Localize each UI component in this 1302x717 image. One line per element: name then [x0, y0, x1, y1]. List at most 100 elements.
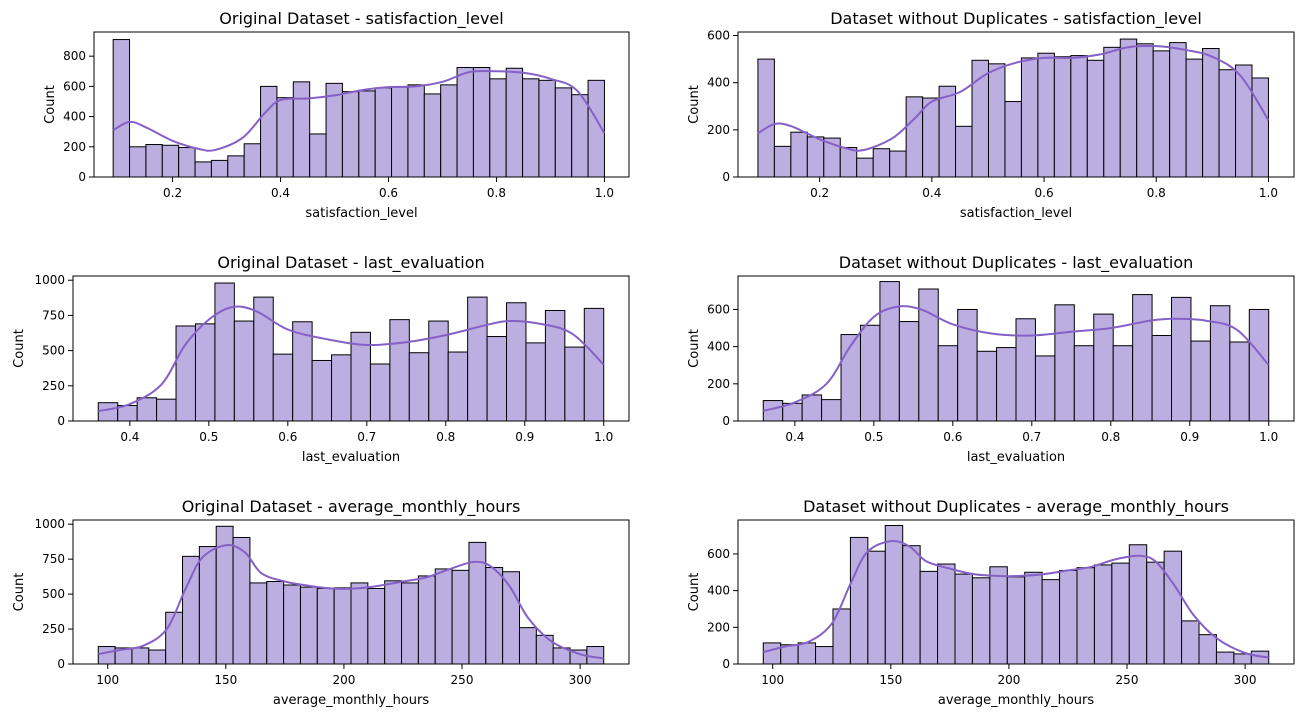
- axes-frame: [72, 275, 630, 422]
- histogram-bar: [350, 582, 369, 665]
- histogram-bar: [423, 93, 442, 178]
- histogram-bar: [867, 550, 886, 665]
- x-tick-label: 0.4: [785, 430, 804, 444]
- y-tick-label: 1000: [34, 517, 65, 531]
- histogram-bar: [757, 58, 775, 178]
- x-tick-label: 150: [214, 673, 237, 687]
- axes-frame: [93, 31, 630, 178]
- histogram-bar: [902, 545, 921, 665]
- y-tick-label: 0: [722, 414, 730, 428]
- x-tick-label: 1.0: [594, 430, 613, 444]
- histogram-bar: [1218, 69, 1237, 178]
- x-tick-label: 1.0: [595, 186, 614, 200]
- histogram-bar: [976, 350, 998, 422]
- histogram-bar: [586, 646, 605, 665]
- x-tick-label: 0.4: [271, 186, 290, 200]
- chart-panel-3: 0.4 0.5 0.6 0.7 0.8 0.9 1.0 0 250 500 750 1000 Origi…: [12, 253, 630, 465]
- histogram-bar: [316, 588, 335, 665]
- y-tick-label: 500: [42, 587, 65, 601]
- chart-panel-2: 0.2 0.4 0.6 0.8 1.0 0 200 400 600 Dataset without…: [687, 9, 1295, 221]
- histogram-bar: [489, 78, 507, 178]
- x-axis-label: satisfaction_level: [305, 206, 417, 221]
- y-tick-label: 400: [707, 76, 730, 90]
- histogram-bar: [1185, 58, 1204, 178]
- x-tick-label: 0.8: [1147, 186, 1166, 200]
- kde-curve: [112, 69, 606, 152]
- histogram-bar: [879, 281, 900, 422]
- chart-panel-6: 100 150 200 250 300 0 200 400 600 Dataset without…: [687, 497, 1295, 708]
- histogram-bar: [283, 584, 301, 665]
- y-tick-label: 800: [63, 49, 86, 63]
- axes-frame: [737, 275, 1295, 422]
- y-tick-label: 400: [707, 340, 730, 354]
- histogram-bar: [333, 587, 352, 665]
- histogram-bar: [175, 325, 196, 422]
- x-axis-label: satisfaction_level: [960, 206, 1072, 221]
- y-tick-label: 250: [42, 379, 65, 393]
- histogram-bar: [554, 87, 573, 178]
- histogram-bar: [276, 97, 294, 178]
- axes-frame: [737, 519, 1295, 665]
- histogram-bar: [266, 581, 285, 665]
- histogram-bar: [1004, 101, 1022, 178]
- histogram-bar: [311, 359, 333, 422]
- histogram-bar: [505, 67, 524, 178]
- histogram-bar: [1171, 296, 1192, 422]
- histogram-bar: [806, 136, 825, 178]
- x-tick-label: 0.6: [278, 430, 297, 444]
- x-tick-label: 0.7: [357, 430, 376, 444]
- chart-title: Dataset without Duplicates - satisfactio…: [830, 9, 1202, 29]
- histogram-bar: [178, 147, 196, 178]
- histogram-bar: [1119, 38, 1138, 178]
- x-tick-label: 200: [332, 673, 355, 687]
- histogram-bar: [502, 571, 520, 665]
- chart-title: Original Dataset - last_evaluation: [217, 253, 484, 273]
- histogram-bar: [1024, 571, 1043, 665]
- histogram-bar: [1034, 355, 1056, 422]
- histogram-bar: [161, 144, 180, 178]
- chart-title: Dataset without Duplicates - average_mon…: [803, 497, 1229, 517]
- histogram-bar: [1054, 304, 1075, 422]
- histogram-bar: [194, 323, 216, 422]
- x-axis-label: last_evaluation: [302, 450, 400, 465]
- kde-curve: [763, 539, 1269, 659]
- y-tick-label: 750: [42, 552, 65, 566]
- kde-curve: [757, 44, 1270, 152]
- histogram-bar: [1251, 77, 1269, 178]
- histogram-bar: [401, 582, 419, 665]
- x-tick-label: 0.8: [487, 186, 506, 200]
- histogram-bar: [260, 85, 278, 178]
- histogram-bar: [456, 66, 474, 178]
- histogram-bar: [1086, 59, 1105, 178]
- y-tick-label: 0: [78, 170, 86, 184]
- x-tick-label: 0.2: [810, 186, 829, 200]
- histogram-bar: [889, 150, 907, 178]
- histogram-bar: [1041, 579, 1061, 665]
- histogram-bar: [856, 157, 874, 178]
- histogram-bar: [815, 646, 834, 665]
- histogram-bar: [564, 346, 585, 422]
- histogram-bar: [156, 398, 177, 422]
- histogram-bar: [374, 87, 393, 178]
- histogram-bar: [1229, 341, 1250, 422]
- x-tick-label: 150: [879, 673, 902, 687]
- histogram-bar: [165, 611, 184, 665]
- y-tick-label: 0: [722, 657, 730, 671]
- histogram-bar: [408, 352, 430, 422]
- histogram-bar: [1198, 634, 1217, 665]
- chart-panel-5: 100 150 200 250 300 0 250 500 750 1000 Original Da…: [12, 497, 630, 708]
- histogram-bar: [214, 282, 235, 422]
- histogram-bar: [937, 345, 959, 422]
- x-tick-label: 100: [761, 673, 784, 687]
- y-tick-label: 250: [42, 622, 65, 636]
- histogram-bar: [292, 81, 311, 178]
- y-tick-label: 600: [707, 29, 730, 43]
- histogram-bar: [485, 567, 504, 665]
- x-tick-label: 0.6: [943, 430, 962, 444]
- histogram-bar: [292, 321, 313, 422]
- histogram-bar: [538, 79, 556, 178]
- histogram-bar: [1111, 562, 1130, 665]
- x-axis-label: average_monthly_hours: [938, 693, 1094, 708]
- histogram-bar: [1059, 569, 1078, 665]
- histogram-bar: [905, 96, 924, 178]
